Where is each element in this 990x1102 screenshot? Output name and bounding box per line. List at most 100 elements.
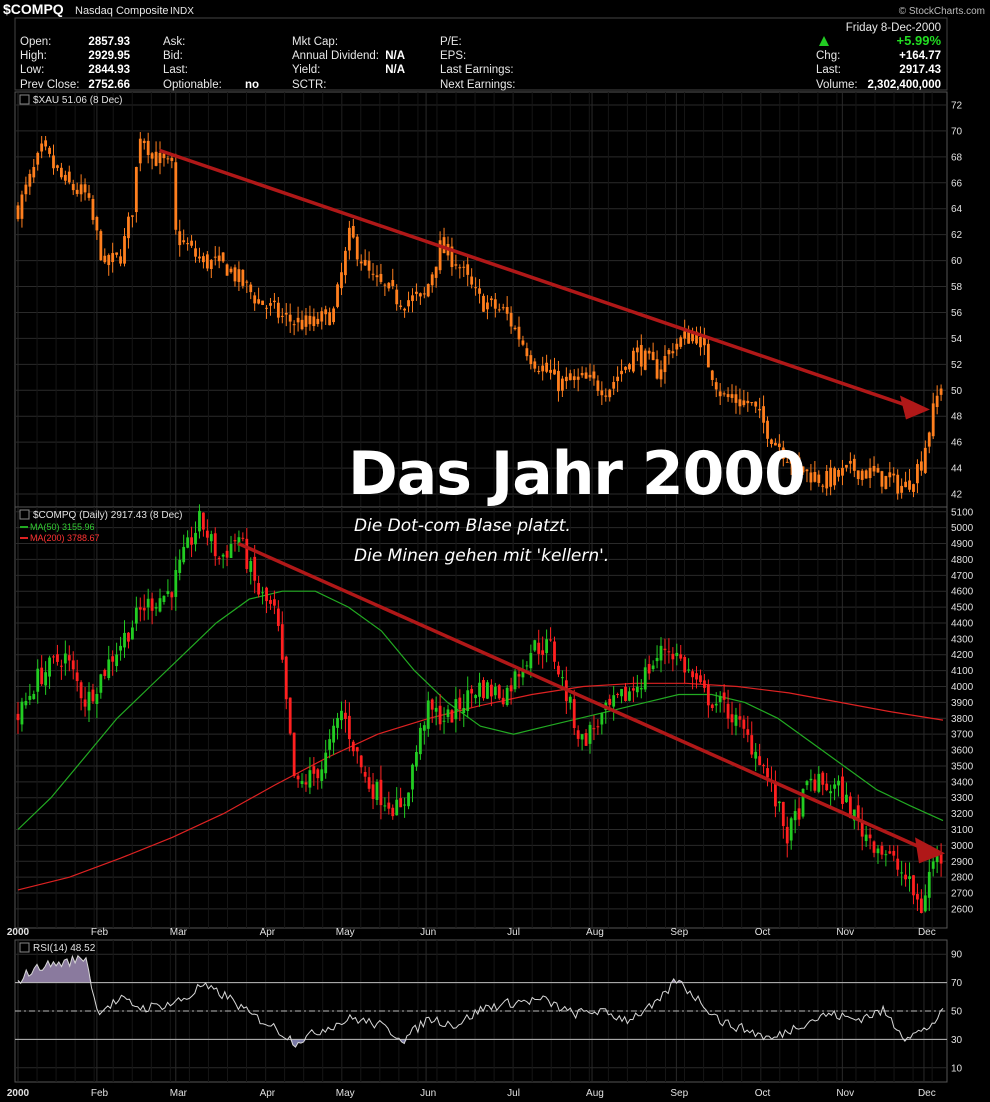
compq-candle <box>103 669 107 676</box>
xau-bar <box>754 401 758 407</box>
xau-bar <box>852 458 856 471</box>
xau-bar <box>340 272 343 289</box>
y-tick-label: 70 <box>951 978 963 989</box>
compq-candle <box>95 694 99 704</box>
compq-candle <box>288 697 292 734</box>
compq-candle <box>718 696 722 703</box>
xau-bar <box>584 372 588 379</box>
xau-bar <box>269 303 272 306</box>
compq-candle <box>154 607 158 609</box>
compq-candle <box>663 648 667 651</box>
xau-bar <box>805 469 809 472</box>
y-tick-label: 46 <box>951 438 963 449</box>
compq-candle <box>253 556 257 581</box>
compq-candle <box>241 537 245 539</box>
compq-candle <box>24 700 28 706</box>
xau-bar <box>344 250 347 276</box>
xau-bar <box>249 284 253 293</box>
xau-bar <box>892 473 896 476</box>
compq-candle <box>265 587 268 602</box>
xau-bar <box>253 295 257 304</box>
compq-candle <box>631 688 635 691</box>
annotation-line2: Die Minen gehen mit 'kellern'. <box>354 546 609 566</box>
xau-bar <box>470 276 474 285</box>
compq-candle <box>284 656 288 700</box>
xau-bar <box>699 337 702 348</box>
xau-bar <box>801 466 805 473</box>
compq-candle <box>825 783 829 791</box>
compq-candle <box>549 639 552 641</box>
compq-candle <box>418 727 422 755</box>
xau-bar <box>675 343 679 350</box>
xau-trend-arrow-icon <box>899 395 930 420</box>
xau-bar <box>438 240 442 271</box>
compq-candle <box>576 730 580 739</box>
compq-candle <box>99 674 103 693</box>
xau-bar <box>28 173 32 187</box>
compq-candle <box>131 627 134 640</box>
compq-candle <box>923 895 927 912</box>
xau-bar <box>829 467 833 487</box>
xau-bar <box>265 307 268 309</box>
compq-trendline <box>237 541 926 851</box>
xau-bar <box>158 152 162 164</box>
xau-bar <box>359 261 363 264</box>
xau-bar <box>821 485 825 487</box>
compq-candle <box>221 554 225 557</box>
compq-candle <box>430 699 434 710</box>
compq-candle <box>16 713 20 721</box>
month-label: Jun <box>420 927 436 938</box>
xau-bar <box>407 300 410 307</box>
compq-candle <box>596 726 600 728</box>
compq-candle <box>809 778 813 781</box>
compq-candle <box>48 657 51 677</box>
compq-candle <box>584 733 588 746</box>
month-label: May <box>336 1088 355 1099</box>
compq-candle <box>888 851 892 854</box>
compq-candle <box>509 685 513 692</box>
compq-candle <box>829 791 833 794</box>
fund-label: Mkt Cap: <box>292 36 338 48</box>
xau-bar <box>482 295 485 312</box>
compq-candle <box>750 735 754 755</box>
fund-label: Yield: <box>292 64 320 76</box>
xau-bar <box>486 302 489 310</box>
compq-candle <box>600 713 604 725</box>
compq-candle <box>691 671 694 678</box>
month-label: 2000 <box>7 927 30 938</box>
compq-candle <box>797 808 801 820</box>
compq-candle <box>557 665 560 675</box>
xau-bar <box>888 472 892 478</box>
compq-candle <box>79 682 83 699</box>
y-tick-label: 58 <box>951 282 963 293</box>
xau-bar <box>363 259 367 266</box>
compq-candle <box>249 561 253 572</box>
compq-candle <box>880 845 884 855</box>
rsi-panel: 10 30 50 70 90 RSI(14) 48.52 <box>14 939 963 1083</box>
xau-bar <box>545 362 549 372</box>
xau-bar <box>273 300 276 303</box>
month-label: Apr <box>260 927 276 938</box>
xau-bar <box>758 408 762 411</box>
xau-bar <box>403 308 406 311</box>
xau-bar <box>817 474 821 483</box>
compq-candle <box>545 639 549 654</box>
xau-bar <box>568 373 572 381</box>
compq-candle <box>332 725 335 743</box>
compq-candle <box>896 858 900 870</box>
compq-candle <box>620 688 623 697</box>
xau-bar <box>387 282 391 289</box>
pct-change: +5.99% <box>897 33 942 48</box>
compq-candle <box>351 741 355 752</box>
y-tick-label: 42 <box>951 490 963 501</box>
xau-bar <box>714 382 718 390</box>
xau-bar <box>442 237 446 254</box>
xau-bar <box>841 467 844 476</box>
xau-bar <box>194 248 197 257</box>
compq-candle <box>217 557 221 560</box>
y-tick-label: 3200 <box>951 809 974 820</box>
x-axis-months: 2000 Feb Mar Apr May Jun Jul Aug Sep Oct Nov Dec 200… <box>7 927 936 1099</box>
compq-candle <box>426 700 430 729</box>
xau-bar <box>718 391 722 397</box>
compq-candle <box>860 819 864 837</box>
